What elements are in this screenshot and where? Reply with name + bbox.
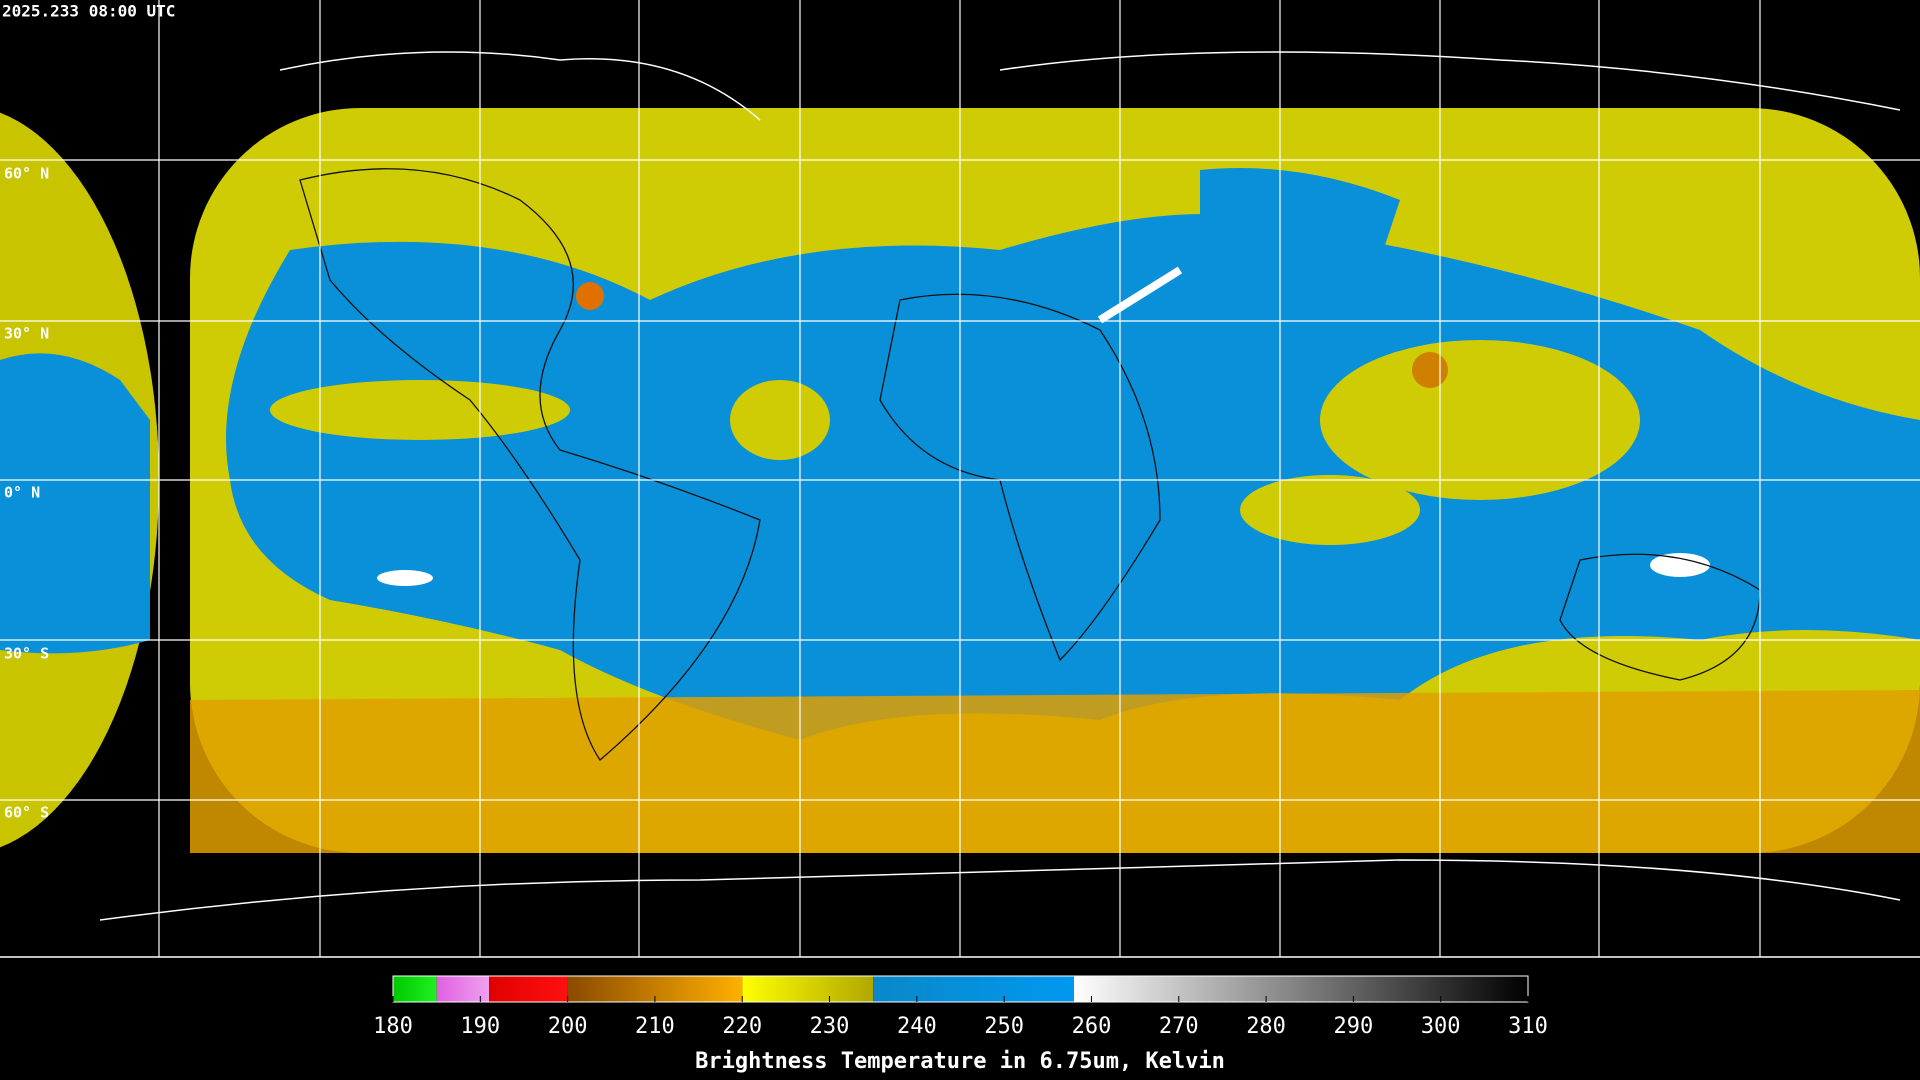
colorbar: 180 190 200 210 220 230 240 250 260 270 280 290 300 3… xyxy=(373,975,1548,1039)
colorbar-tick-label: 280 xyxy=(1246,1014,1286,1039)
colorbar-tick-label: 290 xyxy=(1334,1014,1374,1039)
cloud-field xyxy=(1320,340,1640,500)
colorbar-tick-label: 220 xyxy=(722,1014,762,1039)
latitude-label: 60° N xyxy=(4,165,49,183)
colorbar-tick-label: 300 xyxy=(1421,1014,1461,1039)
latitude-label: 30° S xyxy=(4,645,49,663)
clear-region xyxy=(1200,168,1400,260)
graticule xyxy=(0,0,1920,957)
warm-spot xyxy=(1650,553,1710,577)
coastline xyxy=(1559,553,1761,681)
colorbar-segment xyxy=(436,976,490,1002)
colorbar-frame xyxy=(392,975,1529,1003)
coastline xyxy=(299,168,761,761)
latitude-label: 0° N xyxy=(4,484,40,502)
colorbar-tick-label: 270 xyxy=(1159,1014,1199,1039)
colorbar-tick-label: 230 xyxy=(810,1014,850,1039)
colorbar-tick-label: 200 xyxy=(548,1014,588,1039)
storm xyxy=(576,282,604,310)
cloud-field xyxy=(1240,475,1420,545)
colorbar-tick-label: 250 xyxy=(984,1014,1024,1039)
coastline xyxy=(99,51,1901,921)
storm xyxy=(1412,352,1448,388)
colorbar-tick-label: 240 xyxy=(897,1014,937,1039)
cloud-field xyxy=(270,380,570,440)
warm-spot xyxy=(377,570,433,586)
coastline xyxy=(879,293,1161,662)
colorbar-segment xyxy=(1074,976,1528,1002)
imagery xyxy=(0,0,1920,957)
cold-band xyxy=(190,690,1920,853)
colorbar-label: Brightness Temperature in 6.75um, Kelvin xyxy=(695,1049,1225,1074)
colorbar-tick-label: 180 xyxy=(373,1014,413,1039)
colorbar-tick-label: 210 xyxy=(635,1014,675,1039)
colorbar-segment xyxy=(393,976,437,1002)
colorbar-segment xyxy=(489,976,568,1002)
latitude-label: 60° S xyxy=(4,804,49,822)
colorbar-tick-label: 260 xyxy=(1072,1014,1112,1039)
latitude-label: 30° N xyxy=(4,325,49,343)
timestamp: 2025.233 08:00 UTC xyxy=(2,2,175,21)
colorbar-tick-label: 190 xyxy=(460,1014,500,1039)
colorbar-segment xyxy=(873,976,1074,1002)
clear-region xyxy=(0,353,150,654)
colorbar-tick-label: 310 xyxy=(1508,1014,1548,1039)
cloud-field xyxy=(730,380,830,460)
colorbar-segment xyxy=(742,976,874,1002)
warm-spot xyxy=(1097,266,1183,324)
